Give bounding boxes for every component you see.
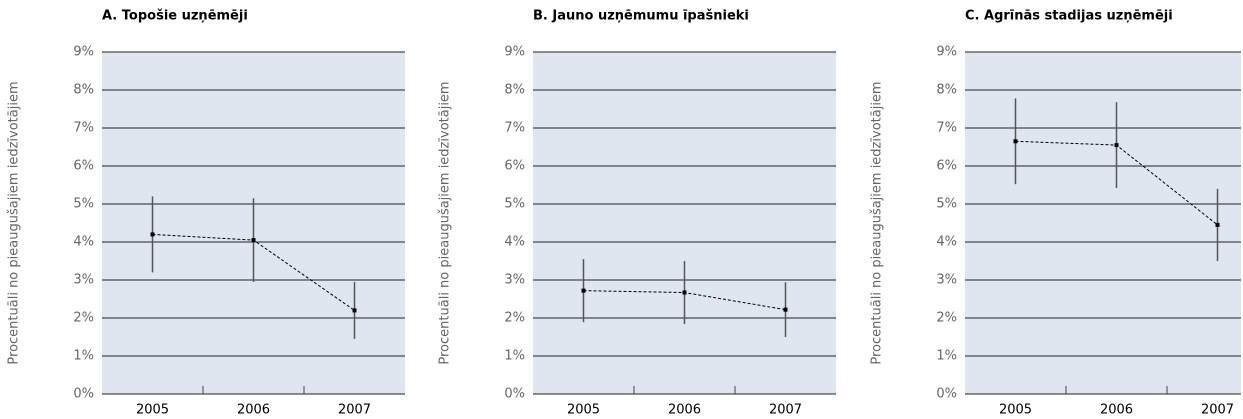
- data-point: [682, 290, 687, 295]
- y-tick-label: 3%: [73, 273, 94, 288]
- y-tick-label: 7%: [73, 121, 94, 136]
- data-point: [251, 238, 256, 243]
- y-tick-label: 7%: [936, 121, 957, 136]
- chart-title: C. Agrīnās stadijas uzņēmēji: [965, 9, 1173, 24]
- data-point: [1215, 222, 1220, 227]
- chart-title: B. Jauno uzņēmumu īpašnieki: [533, 9, 749, 24]
- y-tick-label: 6%: [504, 159, 525, 174]
- data-point: [1114, 143, 1119, 148]
- panels: A. Topošie uzņēmēji Procentuāli no pieaug…: [7, 9, 1241, 418]
- y-tick-label: 4%: [504, 235, 525, 250]
- x-tick-label: 2007: [1201, 403, 1234, 418]
- y-tick-label: 9%: [936, 45, 957, 60]
- y-axis-label: Procentuāli no pieaugušajiem iedzīvotāji…: [870, 81, 885, 364]
- y-tick-label: 0%: [504, 387, 525, 402]
- y-tick-label: 0%: [73, 387, 94, 402]
- plot-area: [533, 52, 836, 394]
- y-tick-label: 9%: [73, 45, 94, 60]
- y-tick-label: 3%: [504, 273, 525, 288]
- y-tick-label: 6%: [936, 159, 957, 174]
- y-axis-label: Procentuāli no pieaugušajiem iedzīvotāji…: [438, 81, 453, 364]
- y-tick-label: 5%: [936, 197, 957, 212]
- data-point: [352, 308, 357, 313]
- y-tick-label: 1%: [936, 349, 957, 364]
- x-tick-label: 2007: [338, 403, 371, 418]
- x-tick-label: 2006: [237, 403, 270, 418]
- y-tick-label: 9%: [504, 45, 525, 60]
- y-tick-label: 5%: [504, 197, 525, 212]
- y-axis-label: Procentuāli no pieaugušajiem iedzīvotāji…: [7, 81, 22, 364]
- x-tick-label: 2005: [999, 403, 1032, 418]
- y-tick-label: 1%: [504, 349, 525, 364]
- x-tick-label: 2006: [1100, 403, 1133, 418]
- x-tick-label: 2007: [769, 403, 802, 418]
- y-tick-label: 4%: [936, 235, 957, 250]
- data-point: [150, 232, 155, 237]
- y-tick-label: 5%: [73, 197, 94, 212]
- y-tick-label: 8%: [504, 83, 525, 98]
- data-point: [1013, 139, 1018, 144]
- y-tick-label: 8%: [73, 83, 94, 98]
- chart-title: A. Topošie uzņēmēji: [102, 9, 248, 24]
- data-point: [783, 307, 788, 312]
- y-tick-label: 7%: [504, 121, 525, 136]
- x-tick-label: 2005: [567, 403, 600, 418]
- y-tick-label: 2%: [936, 311, 957, 326]
- y-tick-label: 1%: [73, 349, 94, 364]
- y-tick-label: 4%: [73, 235, 94, 250]
- y-tick-label: 6%: [73, 159, 94, 174]
- x-tick-label: 2006: [668, 403, 701, 418]
- x-tick-label: 2005: [136, 403, 169, 418]
- y-tick-label: 0%: [936, 387, 957, 402]
- y-tick-label: 8%: [936, 83, 957, 98]
- y-tick-label: 3%: [936, 273, 957, 288]
- y-tick-label: 2%: [73, 311, 94, 326]
- data-point: [581, 288, 586, 293]
- y-tick-label: 2%: [504, 311, 525, 326]
- plot-area: [965, 52, 1241, 394]
